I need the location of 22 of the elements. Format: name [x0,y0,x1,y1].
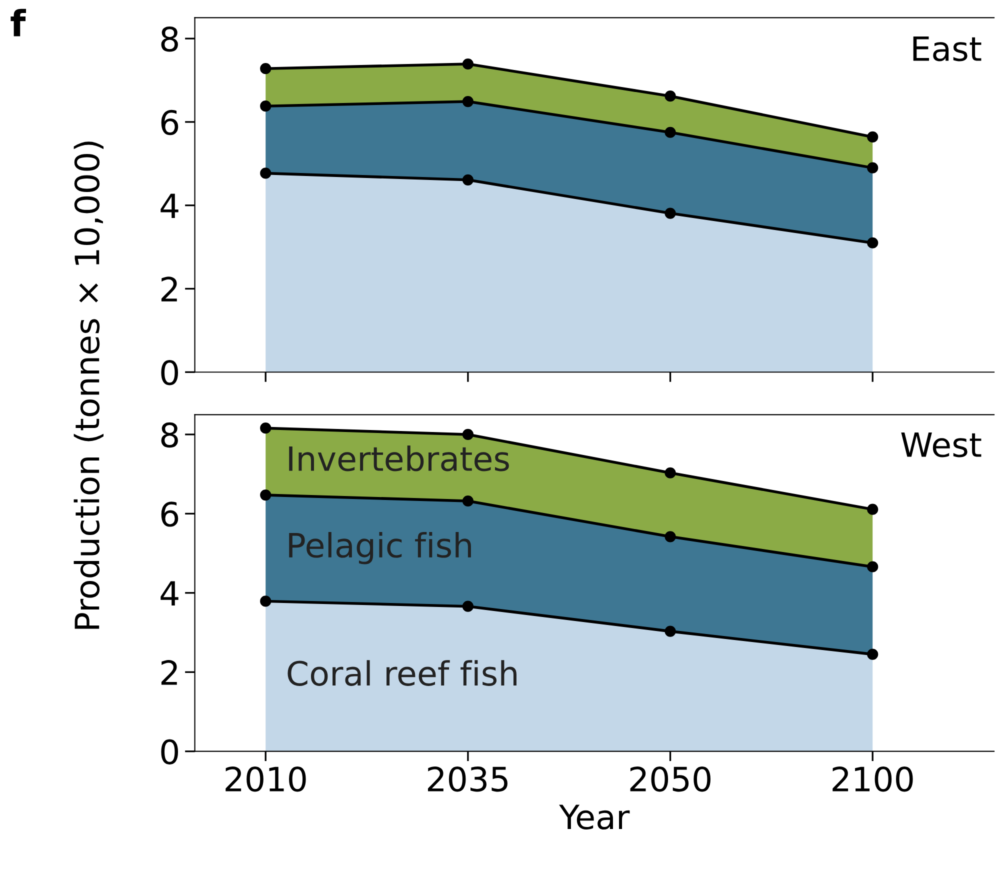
x-tick-label: 2010 [226,766,306,792]
series-label: Invertebrates [289,445,509,472]
y-tick-label: 0 [161,739,178,764]
y-tick-label: 8 [161,422,178,448]
chart-title: West [901,432,982,458]
chart-title: East [913,36,982,62]
y-tick-label: 4 [160,194,178,218]
y-axis-title: Production (tonnes × 10,000) [74,142,104,629]
series-label: Pelagic fish [289,532,471,564]
y-tick-label: 2 [161,660,177,685]
text: f [10,8,26,36]
x-tick-label: 2100 [832,766,913,792]
y-tick-label: 6 [161,110,178,136]
y-tick-label: 2 [161,276,177,302]
x-tick-label: 2035 [428,766,508,792]
y-tick-label: 8 [161,26,178,52]
y-tick-label: 0 [161,360,178,386]
x-axis-title: Year [559,804,630,830]
y-tick-label: 4 [160,581,178,606]
x-tick-label: 2050 [630,766,710,792]
y-tick-label: 6 [161,502,178,527]
series-label: Coral reef fish [288,660,516,686]
